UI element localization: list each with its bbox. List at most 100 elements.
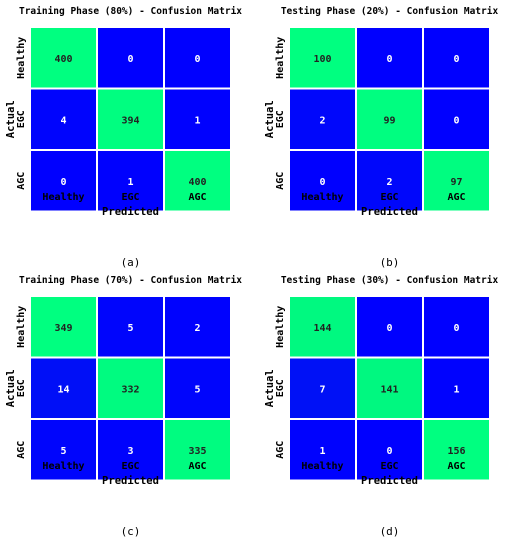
heatmap-cell bbox=[31, 297, 96, 357]
heatmap-cell bbox=[31, 151, 96, 211]
chart-title: Training Phase (70%) - Confusion Matrix bbox=[19, 275, 242, 286]
y-axis-label: Actual bbox=[5, 369, 17, 407]
cell-value-label: 5 bbox=[127, 323, 133, 334]
heatmap-cell bbox=[357, 358, 422, 418]
cell-value-label: 400 bbox=[188, 177, 206, 188]
heatmap-cell bbox=[31, 89, 96, 149]
heatmap-cell bbox=[165, 358, 230, 418]
cell-value-label: 0 bbox=[194, 54, 200, 65]
x-tick-label: AGC bbox=[188, 461, 206, 472]
subfigure-caption: (d) bbox=[380, 525, 400, 538]
heatmap-cell bbox=[424, 358, 489, 418]
heatmap-cell bbox=[31, 28, 96, 88]
y-tick-label: Healthy bbox=[16, 306, 27, 348]
x-tick-label: Healthy bbox=[42, 192, 84, 203]
heatmap-cell bbox=[31, 420, 96, 480]
confusion-matrix-b: Testing Phase (20%) - Confusion Matrix 10… bbox=[264, 6, 499, 269]
y-tick-label: Healthy bbox=[275, 37, 286, 79]
cell-value-label: 1 bbox=[453, 384, 459, 395]
cell-value-label: 7 bbox=[319, 384, 325, 395]
cell-value-label: 0 bbox=[453, 54, 459, 65]
heatmap-cell bbox=[98, 297, 163, 357]
cell-value-label: 97 bbox=[450, 177, 462, 188]
y-tick-label: AGC bbox=[275, 172, 286, 190]
heatmap-cell bbox=[357, 89, 422, 149]
heatmap-cell bbox=[98, 358, 163, 418]
heatmap-cell bbox=[165, 28, 230, 88]
confusion-matrix-panel-d: Testing Phase (30%) - Confusion Matrix 14… bbox=[259, 269, 518, 538]
cell-value-label: 332 bbox=[121, 384, 139, 395]
y-tick-label: EGC bbox=[275, 379, 286, 397]
y-axis-label: Actual bbox=[264, 369, 276, 407]
cell-value-label: 5 bbox=[60, 446, 66, 457]
subfigure-caption: (c) bbox=[121, 525, 141, 538]
heatmap-cell bbox=[424, 89, 489, 149]
heatmap-cell bbox=[290, 297, 355, 357]
heatmap-cell bbox=[357, 297, 422, 357]
cell-value-label: 0 bbox=[386, 323, 392, 334]
confusion-matrix-panel-a: Training Phase (80%) - Confusion Matrix 4… bbox=[0, 0, 259, 269]
cell-value-label: 100 bbox=[313, 54, 331, 65]
heatmap-cell bbox=[290, 151, 355, 211]
x-tick-label: Healthy bbox=[301, 192, 343, 203]
heatmap-cell bbox=[424, 297, 489, 357]
cell-value-label: 141 bbox=[380, 384, 398, 395]
cell-value-label: 4 bbox=[60, 115, 66, 126]
cell-value-label: 349 bbox=[54, 323, 72, 334]
x-tick-label: Healthy bbox=[301, 461, 343, 472]
y-axis-label: Actual bbox=[5, 100, 17, 138]
cell-value-label: 0 bbox=[319, 177, 325, 188]
heatmap-cell bbox=[290, 89, 355, 149]
x-tick-label: AGC bbox=[188, 192, 206, 203]
cell-value-label: 5 bbox=[194, 384, 200, 395]
cell-value-label: 1 bbox=[319, 446, 325, 457]
confusion-matrix-a: Training Phase (80%) - Confusion Matrix 4… bbox=[5, 6, 242, 269]
y-tick-label: Healthy bbox=[275, 306, 286, 348]
cell-value-label: 3 bbox=[127, 446, 133, 457]
cell-value-label: 144 bbox=[313, 323, 331, 334]
cell-value-label: 400 bbox=[54, 54, 72, 65]
y-tick-label: EGC bbox=[16, 379, 27, 397]
confusion-matrix-d: Testing Phase (30%) - Confusion Matrix 14… bbox=[264, 275, 499, 538]
y-tick-label: Healthy bbox=[16, 37, 27, 79]
x-tick-label: AGC bbox=[447, 461, 465, 472]
heatmap-cell bbox=[357, 28, 422, 88]
heatmap-cell bbox=[357, 420, 422, 480]
y-tick-label: EGC bbox=[16, 110, 27, 128]
x-axis-label: Predicted bbox=[102, 206, 159, 218]
heatmap-cell bbox=[98, 89, 163, 149]
x-axis-label: Predicted bbox=[102, 475, 159, 487]
cell-value-label: 0 bbox=[127, 54, 133, 65]
subfigure-caption: (a) bbox=[121, 256, 141, 269]
x-tick-label: Healthy bbox=[42, 461, 84, 472]
heatmap-cell bbox=[165, 297, 230, 357]
heatmap-cell bbox=[357, 151, 422, 211]
cell-value-label: 0 bbox=[386, 446, 392, 457]
confusion-matrix-panel-c: Training Phase (70%) - Confusion Matrix 3… bbox=[0, 269, 259, 538]
heatmap-cell bbox=[165, 151, 230, 211]
cell-value-label: 0 bbox=[453, 323, 459, 334]
heatmap-cell bbox=[98, 28, 163, 88]
cell-value-label: 14 bbox=[57, 384, 69, 395]
x-tick-label: EGC bbox=[121, 461, 139, 472]
y-tick-label: AGC bbox=[16, 172, 27, 190]
cell-value-label: 335 bbox=[188, 446, 206, 457]
heatmap-cell bbox=[98, 151, 163, 211]
heatmap-cell bbox=[165, 89, 230, 149]
confusion-matrix-c: Training Phase (70%) - Confusion Matrix 3… bbox=[5, 275, 242, 538]
heatmap-cell bbox=[424, 28, 489, 88]
cell-value-label: 394 bbox=[121, 115, 139, 126]
chart-title: Testing Phase (20%) - Confusion Matrix bbox=[281, 6, 499, 17]
y-tick-label: EGC bbox=[275, 110, 286, 128]
cell-value-label: 99 bbox=[383, 115, 395, 126]
x-tick-label: EGC bbox=[380, 192, 398, 203]
heatmap-cell bbox=[165, 420, 230, 480]
x-tick-label: AGC bbox=[447, 192, 465, 203]
confusion-matrix-panel-b: Testing Phase (20%) - Confusion Matrix 10… bbox=[259, 0, 518, 269]
x-tick-label: EGC bbox=[121, 192, 139, 203]
subfigure-caption: (b) bbox=[380, 256, 400, 269]
y-tick-label: AGC bbox=[275, 441, 286, 459]
heatmap-cell bbox=[424, 420, 489, 480]
heatmap-cell bbox=[290, 28, 355, 88]
chart-title: Testing Phase (30%) - Confusion Matrix bbox=[281, 275, 499, 286]
